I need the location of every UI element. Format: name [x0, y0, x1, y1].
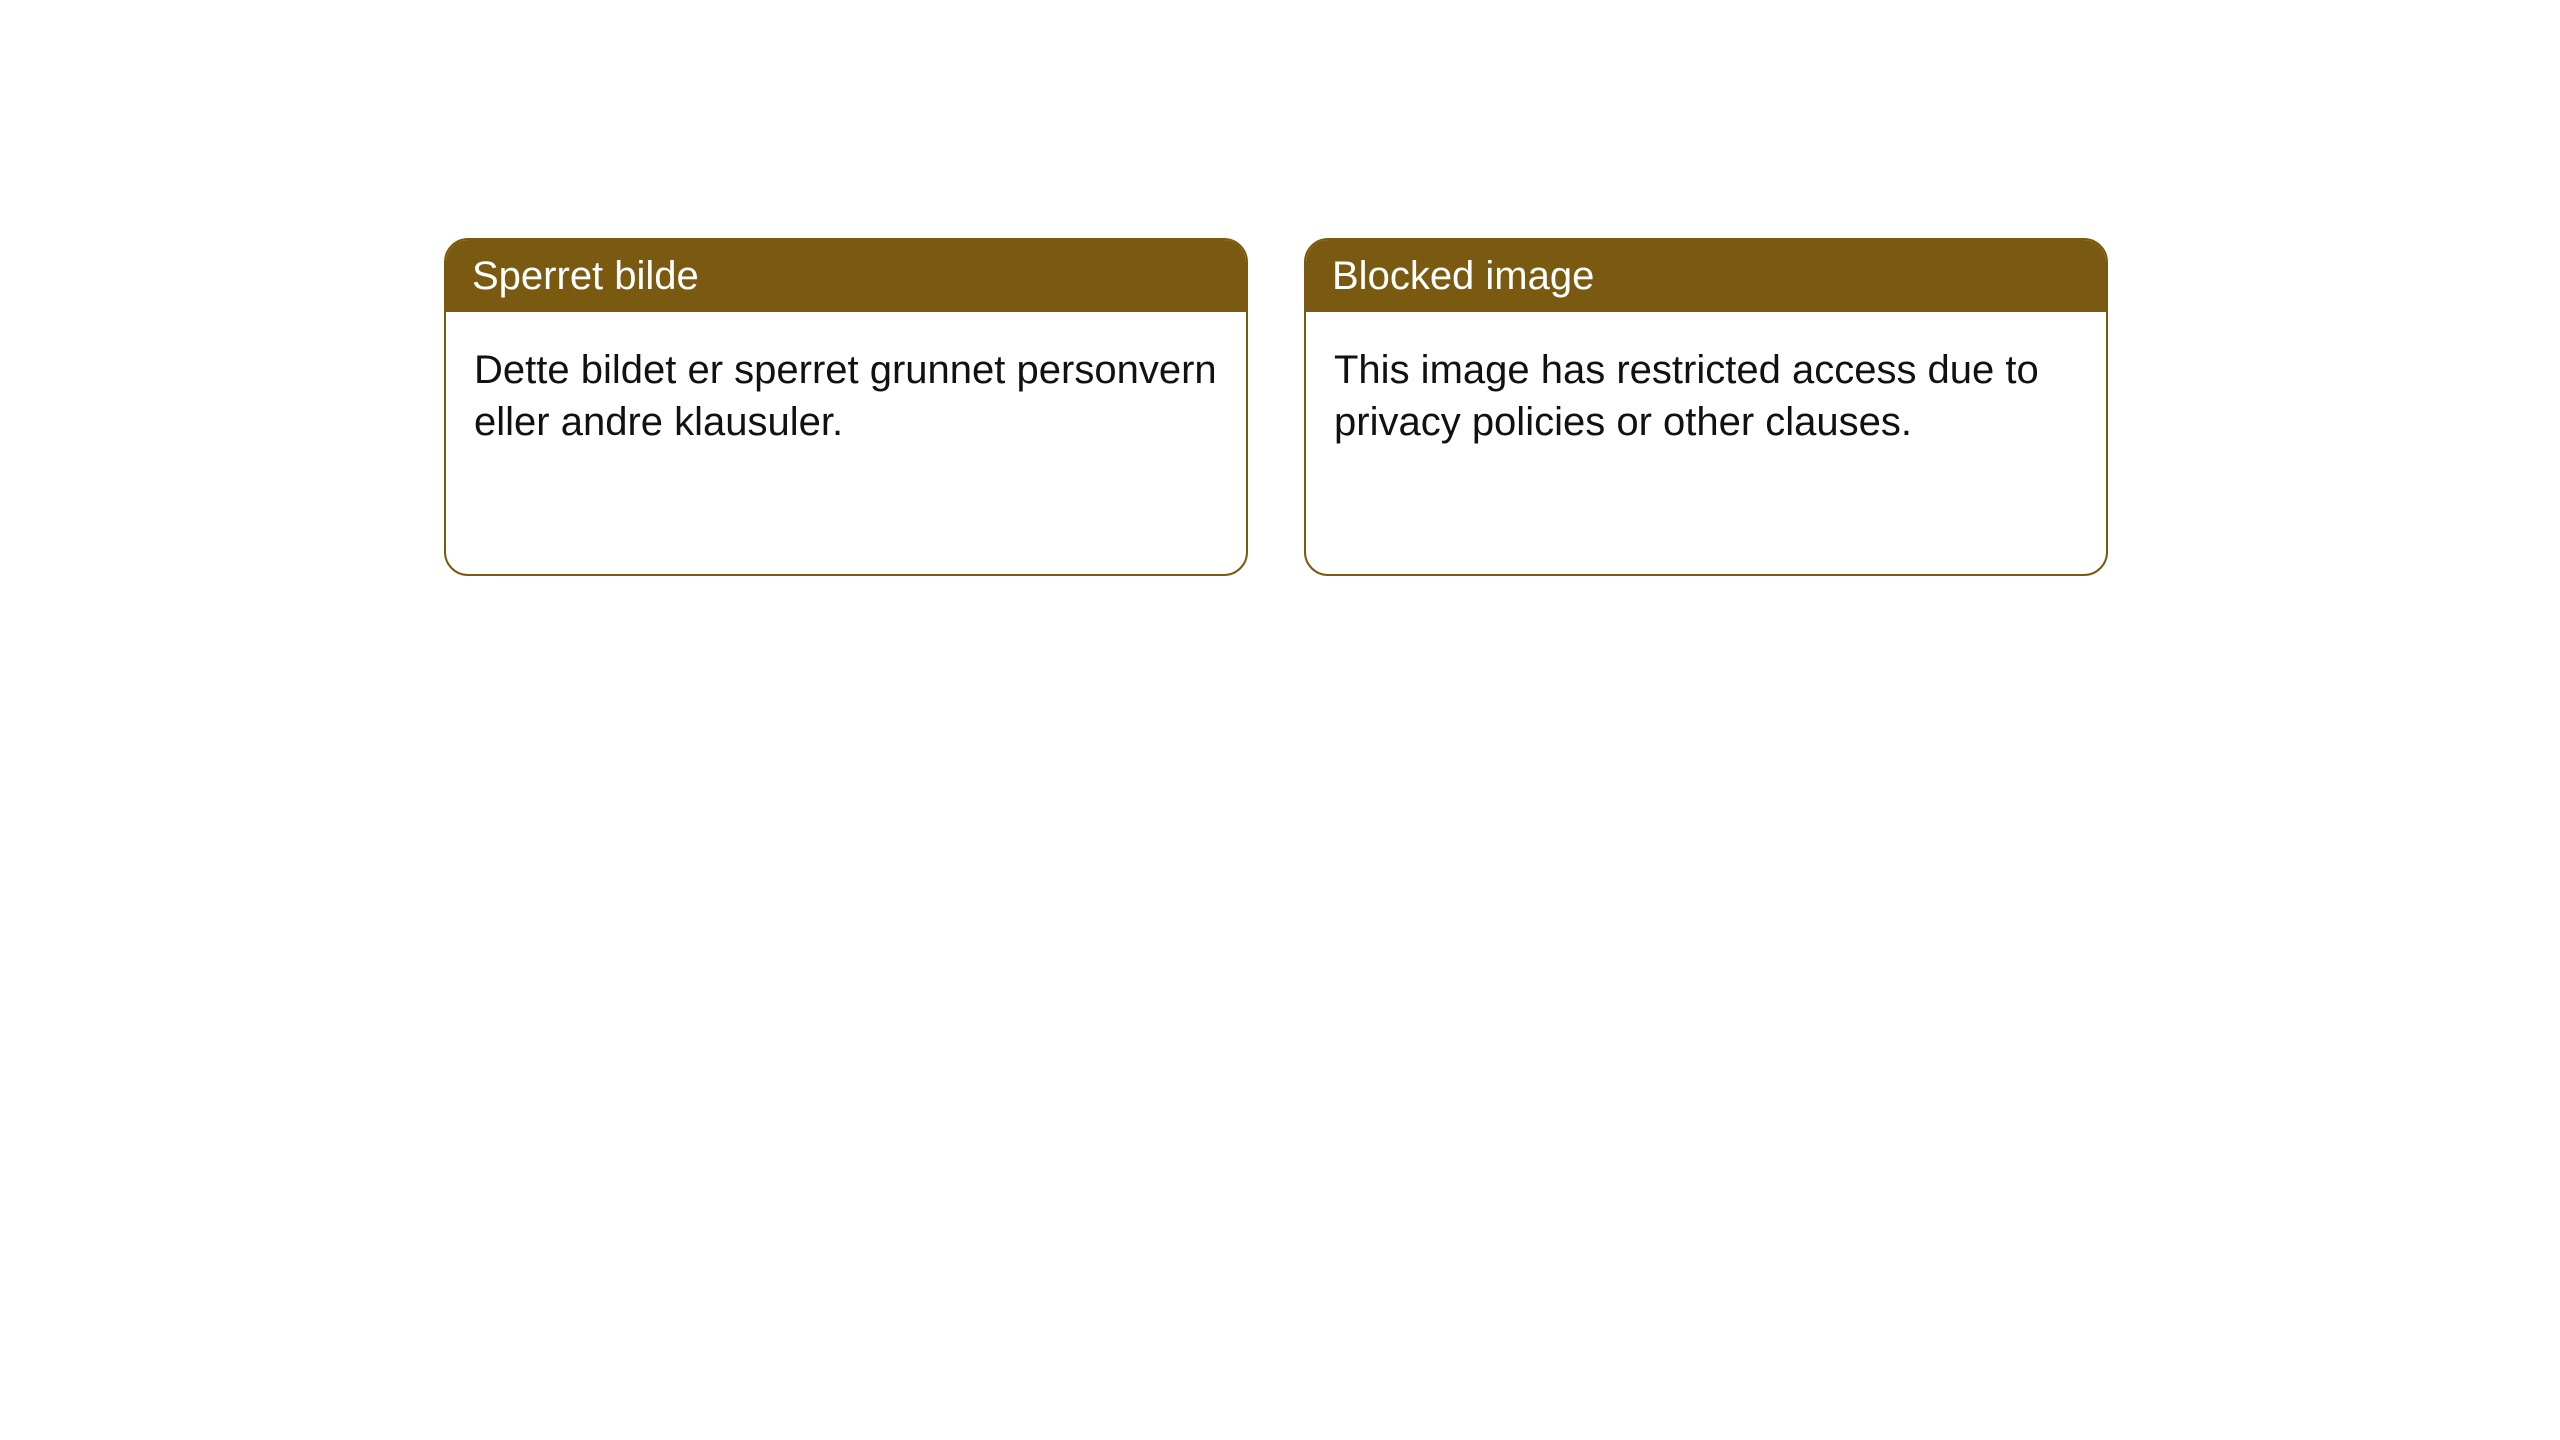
notice-body-english: This image has restricted access due to … — [1306, 312, 2106, 480]
notice-body-norwegian: Dette bildet er sperret grunnet personve… — [446, 312, 1246, 480]
notice-card-norwegian: Sperret bilde Dette bildet er sperret gr… — [444, 238, 1248, 576]
notice-card-english: Blocked image This image has restricted … — [1304, 238, 2108, 576]
notice-container: Sperret bilde Dette bildet er sperret gr… — [0, 0, 2560, 576]
notice-header-english: Blocked image — [1306, 240, 2106, 312]
notice-header-norwegian: Sperret bilde — [446, 240, 1246, 312]
